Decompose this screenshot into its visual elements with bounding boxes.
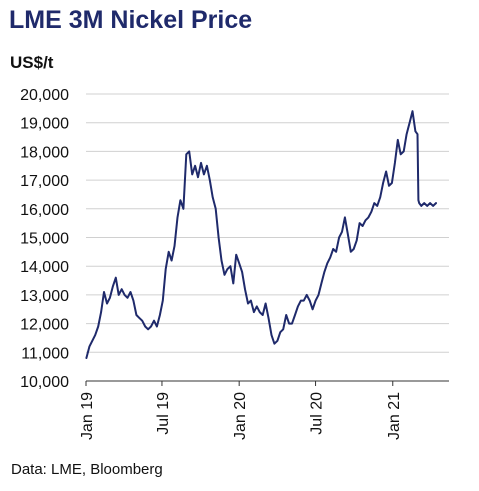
y-tick-label: 15,000 (20, 231, 69, 248)
data-source-note: Data: LME, Bloomberg (11, 461, 163, 478)
y-tick-label: 14,000 (20, 259, 69, 276)
series-layer (85, 110, 437, 359)
y-tick-label: 16,000 (20, 202, 69, 219)
x-tick-label: Jul 20 (309, 392, 326, 435)
x-tick-label: Jul 19 (155, 392, 172, 435)
y-tick-label: 11,000 (21, 345, 69, 362)
y-axis-ticks: 10,000 11,000 12,000 13,000 14,000 15,000 16,0… (20, 87, 69, 391)
y-tick-label: 18,000 (20, 144, 69, 161)
grid-lines (86, 93, 449, 353)
y-tick-label: 13,000 (20, 288, 69, 305)
y-tick-label: 20,000 (20, 87, 69, 104)
y-axis-unit-label: US$/t (10, 53, 54, 72)
price-series-line (85, 110, 437, 359)
x-tick-label: Jan 21 (386, 392, 403, 440)
y-tick-label: 10,000 (20, 374, 69, 391)
y-tick-label: 17,000 (20, 173, 69, 190)
x-tick-label: Jan 20 (232, 392, 249, 440)
x-tick-label: Jan 19 (79, 392, 96, 440)
chart-title: LME 3M Nickel Price (9, 6, 253, 34)
x-axis-ticks: Jan 19 Jul 19 Jan 20 Jul 20 Jan 21 (79, 381, 403, 440)
y-tick-label: 19,000 (20, 116, 69, 133)
y-tick-label: 12,000 (20, 317, 69, 334)
